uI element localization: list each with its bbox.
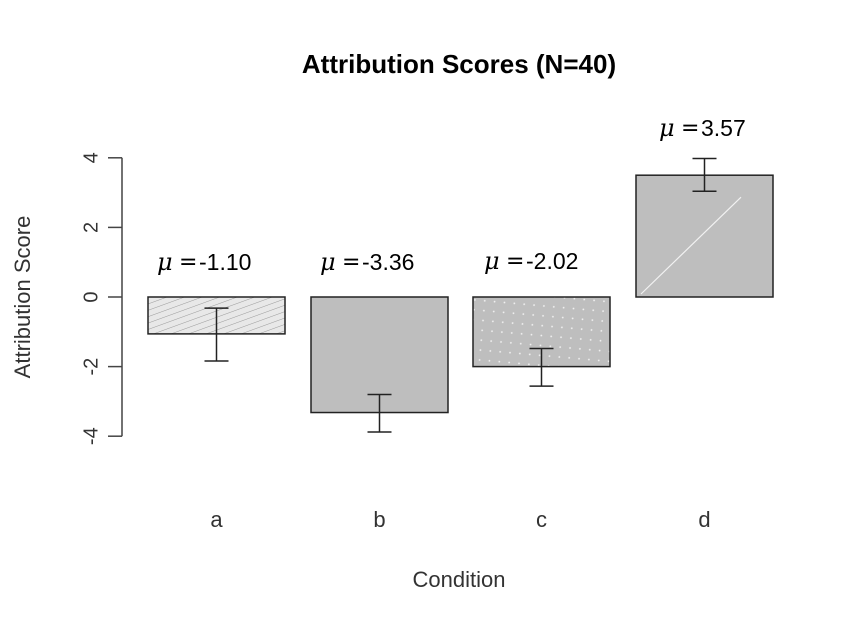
mean-value: -3.36 [362, 249, 414, 275]
equals-sign: = [179, 250, 197, 275]
mean-value: -1.10 [199, 249, 251, 275]
mean-value: 3.57 [701, 115, 746, 141]
mean-label-b: μ = -3.36 [320, 248, 414, 276]
mean-value: -2.02 [526, 248, 578, 274]
mean-label-a: μ = -1.10 [157, 248, 251, 276]
bars [147, 174, 774, 414]
chart-title: Attribution Scores (N=40) [302, 49, 616, 79]
y-tick-label: 4 [80, 152, 102, 163]
mean-annotations: μ = -1.10 μ = -3.36 μ = -2.02μ = 3.57 [157, 114, 746, 276]
y-tick-label: -2 [80, 358, 102, 376]
y-axis-label: Attribution Score [10, 216, 35, 379]
mu-symbol: μ [157, 248, 173, 276]
equals-sign: = [342, 250, 360, 275]
equals-sign: = [681, 116, 699, 141]
x-tick-label-b: b [373, 507, 385, 532]
x-tick-label-a: a [210, 507, 223, 532]
bar-b [310, 296, 449, 414]
mu-symbol: μ [659, 114, 675, 142]
bar-d-sheen [640, 196, 742, 295]
y-tick-label: 0 [80, 291, 102, 302]
error-bar-d [692, 157, 717, 192]
error-bars [204, 157, 717, 433]
y-tick-label: -4 [80, 427, 102, 445]
mu-symbol: μ [320, 248, 336, 276]
mu-symbol: μ [484, 247, 500, 275]
category-labels: a b c d [210, 507, 710, 532]
mean-label-c: μ = -2.02 [484, 247, 578, 275]
y-tick-label: 2 [80, 222, 102, 233]
error-bar-b [367, 393, 392, 433]
x-axis-label: Condition [413, 567, 506, 592]
error-bar-c [529, 347, 554, 387]
error-bar-a [204, 307, 229, 362]
x-tick-label-d: d [698, 507, 710, 532]
mean-label-d: μ = 3.57 [659, 114, 746, 142]
equals-sign: = [506, 249, 524, 274]
x-tick-label-c: c [536, 507, 547, 532]
y-axis: -4 -2 0 2 4 [80, 152, 123, 445]
